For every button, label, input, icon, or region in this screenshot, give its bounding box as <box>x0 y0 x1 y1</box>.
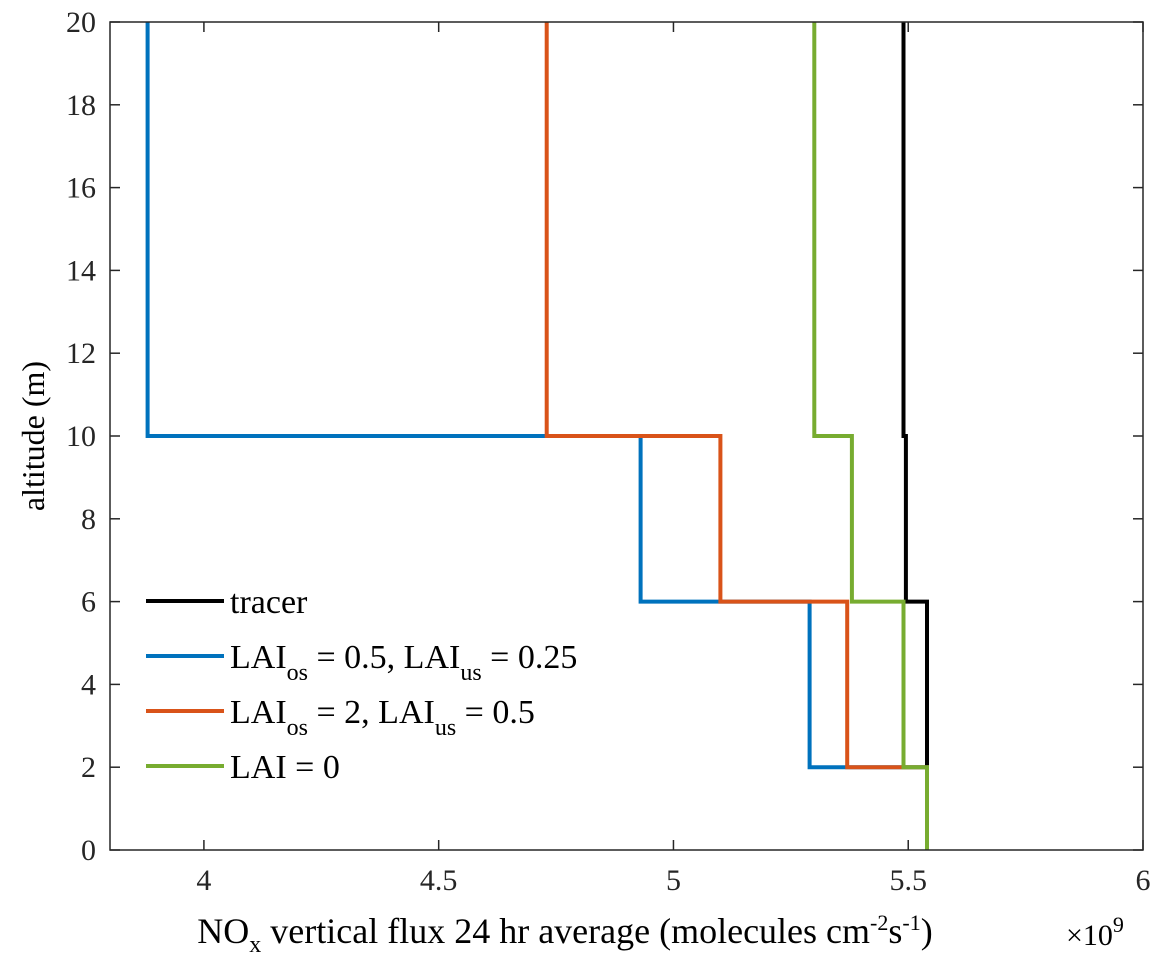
legend-text-part: tracer <box>230 584 308 621</box>
y-tick-label: 12 <box>66 337 96 370</box>
x-tick-label: 5.5 <box>889 864 927 897</box>
legend-text-part: LAI <box>230 694 287 731</box>
x-axis-label-pre-sub: x <box>249 932 261 958</box>
legend-subscript: os <box>287 660 308 686</box>
legend-subscript: us <box>435 715 456 741</box>
x-tick-label: 6 <box>1136 864 1151 897</box>
x-axis-multiplier-exponent: 9 <box>1113 912 1124 937</box>
legend-subscript: os <box>287 715 308 741</box>
y-tick-label: 8 <box>81 503 96 536</box>
legend-text-part: = 0.5, LAI <box>308 639 460 676</box>
series-line-3 <box>812 22 929 850</box>
legend-text-part: = 0.25 <box>482 639 578 676</box>
legend-text-part: = 2, LAI <box>308 694 435 731</box>
legend-label-2: LAIos = 2, LAIus = 0.5 <box>230 694 535 741</box>
y-axis-label: altitude (m) <box>15 361 51 511</box>
y-tick-label: 10 <box>66 420 96 453</box>
x-axis-label-mid2: s <box>888 911 902 951</box>
legend-label-0: tracer <box>230 584 308 621</box>
x-axis-label-pre: NO <box>197 911 249 951</box>
y-tick-label: 4 <box>81 668 96 701</box>
x-axis-label-sup1: -2 <box>870 910 888 935</box>
x-axis-label-post: ) <box>921 911 933 951</box>
x-tick-label: 5 <box>666 864 681 897</box>
ticks-layer: 4 4.5 5 5.5 6 0 2 4 6 8 10 12 14 16 18 20 <box>66 6 1151 897</box>
x-tick-label: 4 <box>196 864 211 897</box>
legend-subscript: us <box>460 660 481 686</box>
x-axis-label-sup2: -1 <box>902 910 920 935</box>
y-tick-label: 14 <box>66 254 96 287</box>
legend-text-part: LAI = 0 <box>230 749 340 786</box>
legend-label-3: LAI = 0 <box>230 749 340 786</box>
y-tick-label: 6 <box>81 586 96 619</box>
x-axis-multiplier-base: ×10 <box>1066 919 1113 952</box>
y-tick-label: 18 <box>66 89 96 122</box>
series-layer <box>145 22 929 850</box>
x-axis-multiplier: ×109 <box>1066 912 1124 952</box>
y-tick-label: 0 <box>81 834 96 867</box>
legend-text-part: = 0.5 <box>456 694 535 731</box>
y-tick-label: 2 <box>81 751 96 784</box>
x-tick-label: 4.5 <box>420 864 458 897</box>
legend-text-part: LAI <box>230 639 287 676</box>
y-tick-label: 20 <box>66 6 96 39</box>
legend-label-1: LAIos = 0.5, LAIus = 0.25 <box>230 639 577 686</box>
x-axis-label: NOx vertical flux 24 hr average (molecul… <box>197 910 932 958</box>
x-axis-label-mid: vertical flux 24 hr average (molecules c… <box>261 911 870 951</box>
y-tick-label: 16 <box>66 172 96 205</box>
